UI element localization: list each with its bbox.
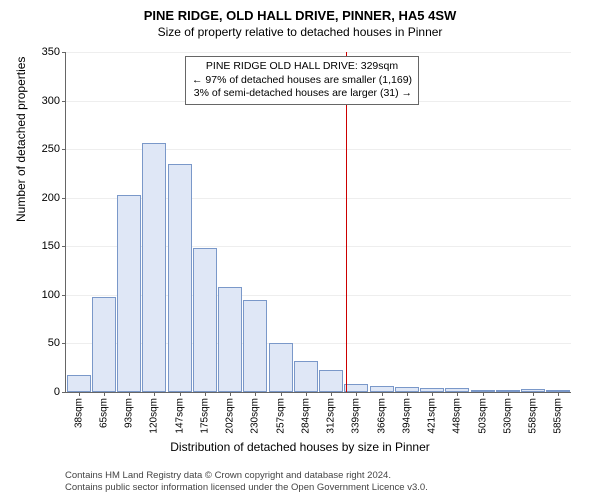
histogram-bar	[269, 343, 293, 392]
y-tick-label: 350	[42, 46, 60, 58]
y-tick-label: 150	[42, 240, 60, 252]
y-tick-mark	[62, 198, 66, 199]
x-tick-label: 394sqm	[401, 398, 412, 434]
x-tick-label: 558sqm	[528, 398, 539, 434]
page-title: PINE RIDGE, OLD HALL DRIVE, PINNER, HA5 …	[0, 0, 600, 23]
x-tick-mark	[104, 392, 105, 396]
y-tick-mark	[62, 343, 66, 344]
histogram-bar	[92, 297, 116, 392]
y-axis-label: Number of detached properties	[14, 57, 28, 222]
histogram-bar	[67, 375, 91, 392]
gridline	[66, 52, 571, 53]
y-tick-label: 300	[42, 95, 60, 107]
x-tick-label: 448sqm	[452, 398, 463, 434]
x-tick-label: 147sqm	[174, 398, 185, 434]
x-tick-mark	[306, 392, 307, 396]
footnote-line2: Contains public sector information licen…	[65, 482, 428, 494]
footnote: Contains HM Land Registry data © Crown c…	[65, 470, 428, 494]
histogram-bar	[319, 370, 343, 392]
x-tick-mark	[483, 392, 484, 396]
annotation-box: PINE RIDGE OLD HALL DRIVE: 329sqm ← 97% …	[185, 56, 419, 105]
histogram-bar	[218, 287, 242, 392]
x-tick-mark	[508, 392, 509, 396]
y-tick-label: 250	[42, 143, 60, 155]
x-tick-mark	[407, 392, 408, 396]
y-tick-mark	[62, 52, 66, 53]
x-tick-label: 585sqm	[553, 398, 564, 434]
x-tick-mark	[533, 392, 534, 396]
x-tick-label: 230sqm	[250, 398, 261, 434]
x-tick-mark	[382, 392, 383, 396]
y-tick-mark	[62, 246, 66, 247]
x-tick-label: 503sqm	[477, 398, 488, 434]
x-tick-label: 120sqm	[149, 398, 160, 434]
x-tick-label: 93sqm	[124, 398, 135, 428]
x-tick-mark	[331, 392, 332, 396]
y-tick-label: 0	[54, 386, 60, 398]
x-tick-mark	[281, 392, 282, 396]
x-tick-mark	[230, 392, 231, 396]
x-tick-mark	[558, 392, 559, 396]
x-tick-label: 312sqm	[326, 398, 337, 434]
x-tick-mark	[255, 392, 256, 396]
x-tick-mark	[356, 392, 357, 396]
x-tick-label: 65sqm	[98, 398, 109, 428]
histogram-bar	[142, 143, 166, 392]
histogram-bar	[193, 248, 217, 392]
x-tick-mark	[79, 392, 80, 396]
x-tick-mark	[154, 392, 155, 396]
y-tick-mark	[62, 149, 66, 150]
histogram-bar	[117, 195, 141, 392]
y-tick-label: 50	[48, 337, 60, 349]
footnote-line1: Contains HM Land Registry data © Crown c…	[65, 470, 428, 482]
x-tick-label: 421sqm	[427, 398, 438, 434]
histogram-bar	[168, 164, 192, 392]
x-tick-label: 284sqm	[300, 398, 311, 434]
x-tick-label: 339sqm	[351, 398, 362, 434]
histogram-bar	[344, 384, 368, 392]
histogram-bar	[294, 361, 318, 392]
y-tick-mark	[62, 101, 66, 102]
x-tick-label: 257sqm	[275, 398, 286, 434]
annotation-line2: ← 97% of detached houses are smaller (1,…	[192, 74, 412, 88]
x-tick-mark	[180, 392, 181, 396]
page-subtitle: Size of property relative to detached ho…	[0, 23, 600, 39]
x-tick-label: 175sqm	[199, 398, 210, 434]
x-tick-mark	[432, 392, 433, 396]
x-tick-label: 530sqm	[502, 398, 513, 434]
y-tick-mark	[62, 295, 66, 296]
x-axis-label: Distribution of detached houses by size …	[0, 440, 600, 454]
x-tick-mark	[205, 392, 206, 396]
x-tick-label: 38sqm	[73, 398, 84, 428]
y-tick-label: 100	[42, 289, 60, 301]
histogram-bar	[243, 300, 267, 392]
annotation-line3: 3% of semi-detached houses are larger (3…	[192, 87, 412, 101]
y-tick-label: 200	[42, 192, 60, 204]
x-tick-label: 202sqm	[225, 398, 236, 434]
x-tick-mark	[457, 392, 458, 396]
x-tick-mark	[129, 392, 130, 396]
x-tick-label: 366sqm	[376, 398, 387, 434]
chart-area: 05010015020025030035038sqm65sqm93sqm120s…	[65, 52, 570, 392]
annotation-line1: PINE RIDGE OLD HALL DRIVE: 329sqm	[192, 60, 412, 74]
y-tick-mark	[62, 392, 66, 393]
